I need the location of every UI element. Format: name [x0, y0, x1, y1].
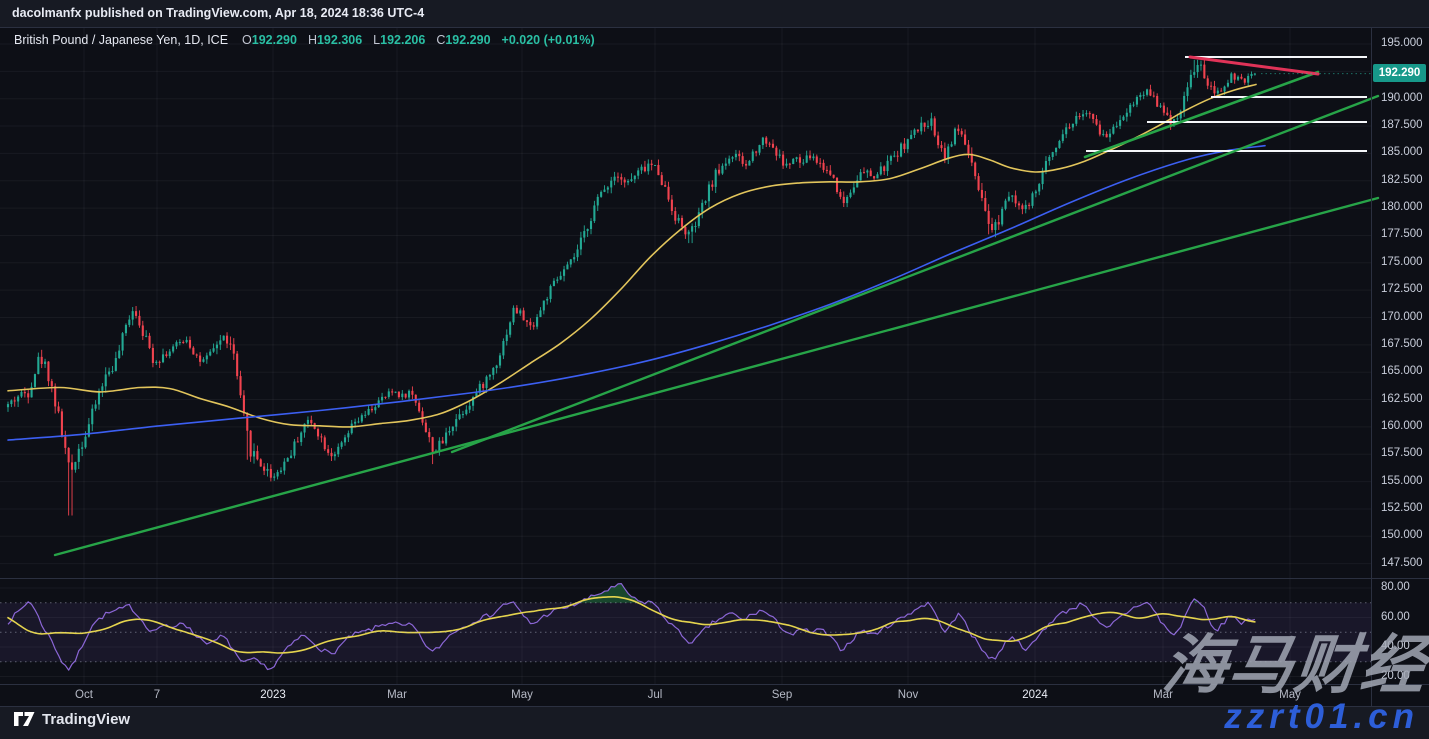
high-value: H192.306	[307, 33, 363, 47]
time-tick-label: Jul	[647, 689, 663, 701]
rsi-tick-label: 60.00	[1381, 610, 1410, 623]
low-value: L192.206	[373, 33, 426, 47]
time-tick-label: Mar	[1153, 689, 1173, 701]
change-value: +0.020 (+0.01%)	[501, 33, 595, 47]
price-tick-label: 155.000	[1381, 474, 1423, 487]
price-tick-label: 172.500	[1381, 283, 1423, 296]
price-tick-label: 150.000	[1381, 529, 1423, 542]
time-tick-label: Sep	[771, 689, 793, 701]
time-tick-label: May	[511, 689, 533, 701]
price-tick-label: 152.500	[1381, 501, 1423, 514]
price-tick-label: 190.000	[1381, 91, 1423, 104]
price-tick-label: 180.000	[1381, 201, 1423, 214]
price-tick-label: 195.000	[1381, 37, 1423, 49]
price-tick-label: 182.500	[1381, 173, 1423, 186]
time-tick-label: Oct	[75, 689, 93, 701]
price-tick-label: 165.000	[1381, 365, 1423, 378]
price-tick-label: 157.500	[1381, 447, 1423, 460]
price-axis[interactable]: 195.000 190.000 187.500 185.000 182.500 180.0…	[1371, 28, 1429, 685]
tradingview-logo[interactable]: TradingView	[14, 711, 130, 728]
price-tick-label: 175.000	[1381, 255, 1423, 268]
watermark-url: zzrt01.cn	[1224, 697, 1419, 736]
symbol-title[interactable]: British Pound / Japanese Yen, 1D, ICE	[14, 33, 229, 47]
price-tick-label: 162.500	[1381, 392, 1423, 405]
price-tick-label: 147.500	[1381, 556, 1423, 569]
time-tick-label: 2024	[1022, 689, 1048, 701]
time-tick-label: Mar	[387, 689, 407, 701]
ohlc-values: O192.290 H192.306 L192.206 C192.290 +0.0…	[242, 33, 595, 47]
time-axis[interactable]: Oct 7 2023 Mar May Jul Sep Nov 2024 Mar May	[0, 685, 1371, 706]
close-value: C192.290	[436, 33, 491, 47]
price-tick-label: 185.000	[1381, 146, 1423, 159]
rsi-tick-label: 20.00	[1381, 669, 1410, 682]
publish-headline: dacolmanfx published on TradingView.com,…	[12, 6, 425, 20]
rsi-tick-label: 40.00	[1381, 640, 1410, 653]
price-tick-label: 177.500	[1381, 228, 1423, 241]
open-value: O192.290	[242, 33, 297, 47]
time-tick-label: Nov	[897, 689, 919, 701]
watermark-chinese: 海马财经	[1159, 629, 1429, 701]
price-tick-label: 160.000	[1381, 419, 1423, 432]
time-tick-label: 2023	[260, 689, 286, 701]
price-tick-label: 170.000	[1381, 310, 1423, 323]
symbol-legend: British Pound / Japanese Yen, 1D, ICE O1…	[14, 33, 595, 47]
tradingview-logo-text: TradingView	[42, 711, 131, 728]
time-tick-label: May	[1279, 689, 1301, 701]
time-tick-label: 7	[153, 689, 161, 701]
rsi-tick-label: 80.00	[1381, 581, 1410, 593]
price-tick-label: 187.500	[1381, 119, 1423, 132]
price-tick-label: 167.500	[1381, 337, 1423, 350]
last-price-label: 192.290	[1373, 64, 1426, 82]
tradingview-logo-icon	[14, 712, 35, 726]
